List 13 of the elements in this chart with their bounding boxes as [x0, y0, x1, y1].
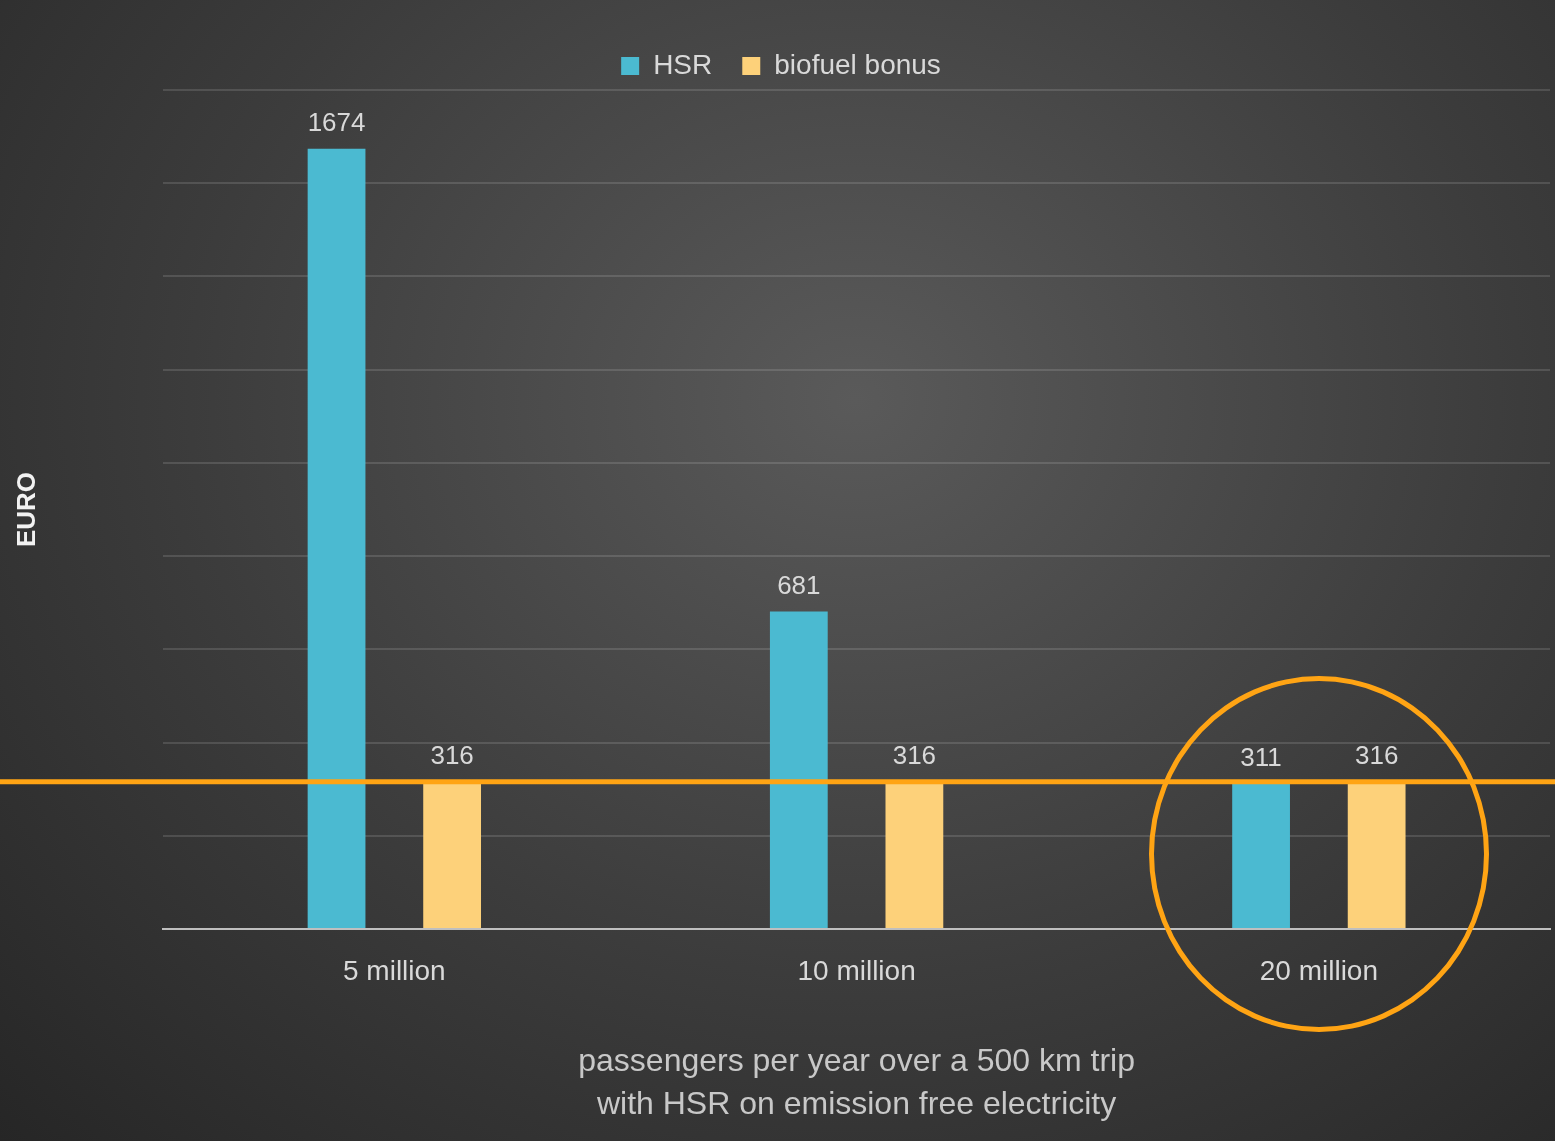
- y-axis-title: EURO: [10, 471, 41, 548]
- x-tick-label: 5 million: [342, 954, 446, 986]
- data-label: 311: [1240, 742, 1282, 773]
- data-label: 1674: [307, 106, 366, 137]
- x-tick-label: 20 million: [1259, 954, 1379, 986]
- data-label: 316: [1354, 739, 1399, 770]
- x-tick-label: 10 million: [797, 954, 916, 986]
- legend-label: biofuel bonus: [774, 48, 941, 80]
- data-label: 316: [430, 739, 474, 770]
- data-label: 316: [892, 739, 937, 770]
- x-axis-title: passengers per year over a 500 km trip with HSR on emission free electricity: [578, 1042, 1135, 1122]
- legend-label: HSR: [653, 48, 713, 80]
- data-label: 681: [777, 569, 821, 600]
